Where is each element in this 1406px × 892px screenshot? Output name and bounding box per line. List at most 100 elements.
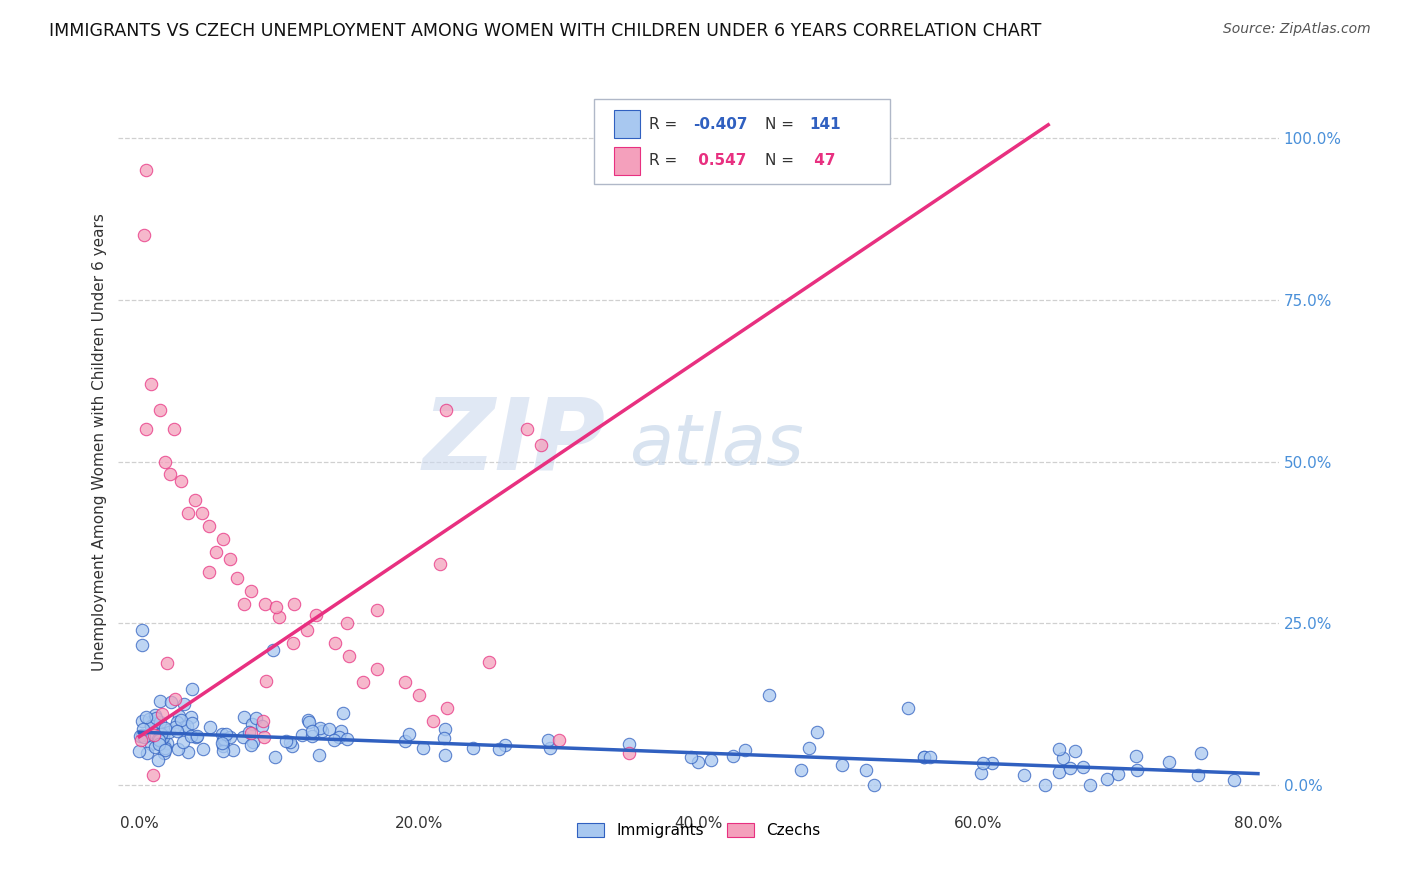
Point [153,454,176,468]
Point [412,741,434,756]
Point [253,730,276,744]
Point [679,749,702,764]
Point [308,747,330,762]
Point [184,493,207,508]
Point [149,727,172,741]
Point [139,376,162,391]
Point [352,674,374,689]
Point [152,731,174,745]
Point [1052,751,1074,765]
Point [1059,761,1081,775]
Point [180,729,202,743]
Point [136,728,159,742]
Point [238,724,260,739]
Point [547,733,569,747]
Point [855,763,877,777]
Point [309,721,332,735]
Point [789,763,811,777]
Point [516,422,538,436]
Text: atlas: atlas [628,411,804,480]
Point [145,711,167,725]
Point [148,732,170,747]
Point [149,714,172,729]
Point [240,726,263,740]
Point [276,733,298,747]
Point [429,557,451,571]
Point [912,750,935,764]
Point [283,597,305,611]
Point [291,728,314,742]
Point [311,724,333,739]
Point [167,741,190,756]
Point [156,736,179,750]
Point [149,402,172,417]
Point [1078,778,1101,792]
Point [252,714,274,729]
Point [1189,746,1212,760]
Point [149,694,172,708]
Point [700,753,723,767]
Point [295,623,318,637]
Point [211,736,233,750]
Point [150,706,173,721]
Point [232,730,254,744]
Point [318,722,340,736]
Y-axis label: Unemployment Among Women with Children Under 6 years: Unemployment Among Women with Children U… [93,213,107,671]
Point [219,551,242,566]
Point [134,731,156,745]
Point [1125,748,1147,763]
Point [537,733,560,747]
Point [305,608,328,623]
Point [1187,768,1209,782]
Point [394,734,416,748]
Point [252,719,274,733]
Point [1012,768,1035,782]
Point [172,734,194,748]
Point [408,688,430,702]
Point [166,715,188,730]
Point [170,714,193,728]
Point [198,519,221,533]
Point [1063,744,1085,758]
Point [180,710,202,724]
Point [170,474,193,488]
Point [1047,764,1070,779]
Point [240,717,263,731]
Point [132,227,155,242]
Point [322,732,344,747]
Point [434,722,457,736]
Text: ZIP: ZIP [423,393,606,491]
Text: Source: ZipAtlas.com: Source: ZipAtlas.com [1223,22,1371,37]
Point [145,723,167,737]
Point [181,682,204,697]
Point [146,753,169,767]
Point [159,467,181,482]
Text: R =: R = [648,153,682,168]
Point [980,756,1002,771]
Point [139,719,162,733]
Point [262,643,284,657]
Point [212,739,235,754]
Point [1095,772,1118,786]
Point [198,565,221,579]
Point [422,714,444,728]
Point [269,610,291,624]
Point [157,724,180,739]
Point [721,749,744,764]
Point [177,745,200,759]
Text: 141: 141 [808,117,841,132]
Point [336,732,359,747]
Text: R =: R = [648,117,682,132]
Point [434,403,457,417]
Point [398,727,420,741]
Point [240,739,263,753]
Point [912,749,935,764]
Point [226,571,249,585]
Point [330,723,353,738]
Point [211,727,233,741]
Point [617,746,640,760]
Point [863,778,886,792]
Point [131,714,153,728]
Point [163,692,186,706]
Point [167,708,190,723]
